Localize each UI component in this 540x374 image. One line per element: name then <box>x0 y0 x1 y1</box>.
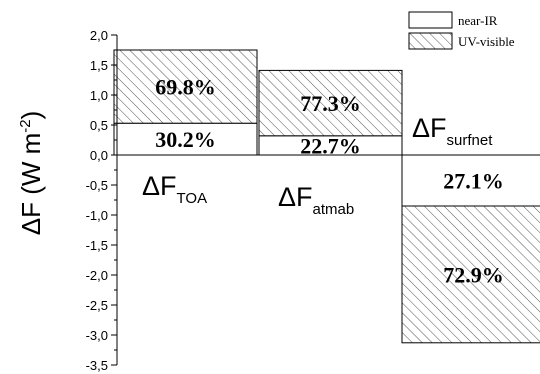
y-tick-label: -2,0 <box>86 268 108 283</box>
bar-uv-visible-1 <box>113 49 258 124</box>
y-tick-label: 0,0 <box>90 148 108 163</box>
bar-uv-visible-2 <box>258 69 403 137</box>
y-axis-label: ΔF (W m-2) <box>16 111 46 236</box>
labels-layer: 30.2% 69.8% 22.7% 77.3% 27.1% 72.9% ΔFTOA ΔFatm… <box>142 75 504 288</box>
legend-label-near-ir: near-IR <box>458 13 498 28</box>
legend-swatch-uv-visible <box>408 32 453 50</box>
y-tick-label: 1,0 <box>90 88 108 103</box>
pct-label-near-ir-1: 30.2% <box>155 127 216 152</box>
pct-label-uv-visible-2: 77.3% <box>300 91 361 116</box>
y-tick-label: -1,5 <box>86 238 108 253</box>
category-label-toa: ΔFTOA <box>142 171 207 207</box>
bars-layer <box>113 49 540 344</box>
bar-near-ir-1 <box>113 122 258 156</box>
pct-label-uv-visible-1: 69.8% <box>155 75 216 100</box>
y-tick-label: -1,0 <box>86 208 108 223</box>
y-tick-label: -3,5 <box>86 358 108 373</box>
category-label-atmab: ΔFatmab <box>278 182 354 218</box>
y-tick-label: -0,5 <box>86 178 108 193</box>
bar-near-ir-3 <box>401 154 540 207</box>
pct-label-near-ir-3: 27.1% <box>443 169 504 194</box>
y-axis: -3,5 -3,0 -2,5 -2,0 -1,5 -1,0 -0,5 0,0 0,5 1,0 1,5… <box>16 28 540 373</box>
y-tick-label: 0,5 <box>90 118 108 133</box>
pct-label-uv-visible-3: 72.9% <box>443 262 504 287</box>
y-tick-label: -2,5 <box>86 298 108 313</box>
y-tick-label: -3,0 <box>86 328 108 343</box>
pct-label-near-ir-2: 22.7% <box>300 133 361 158</box>
legend-swatch-near-ir <box>408 11 453 29</box>
legend-label-uv-visible: UV-visible <box>458 34 515 49</box>
y-tick-label: 1,5 <box>90 58 108 73</box>
y-tick-label: 2,0 <box>90 28 108 43</box>
legend: near-IR UV-visible <box>408 11 515 50</box>
bar-uv-visible-3 <box>401 205 540 344</box>
category-label-surfnet: ΔFsurfnet <box>412 113 493 149</box>
